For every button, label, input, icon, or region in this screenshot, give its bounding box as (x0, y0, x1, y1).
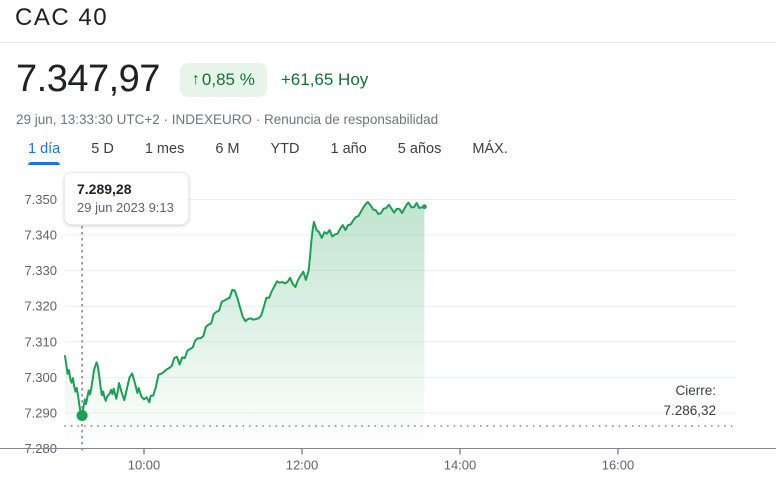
tooltip-datetime: 29 jun 2023 9:13 (77, 200, 174, 215)
tab-6-m[interactable]: 6 M (215, 141, 240, 157)
change-absolute: +61,65 Hoy (280, 69, 369, 89)
change-percent-badge: ↑ 0,85 % (179, 62, 267, 97)
price-row: 7.347,97 ↑ 0,85 % +61,65 Hoy (16, 58, 368, 101)
quote-meta: 29 jun, 13:33:30 UTC+2 · INDEXEURO · Ren… (16, 112, 438, 127)
chart-tooltip: 7.289,28 29 jun 2023 9:13 (64, 172, 189, 225)
svg-text:7.320: 7.320 (24, 299, 57, 314)
svg-text:7.350: 7.350 (24, 192, 57, 207)
svg-text:7.310: 7.310 (24, 334, 57, 349)
current-price: 7.347,97 (16, 58, 160, 100)
tab-1-dia[interactable]: 1 día (28, 141, 60, 171)
svg-text:16:00: 16:00 (602, 458, 635, 473)
tab-1-mes[interactable]: 1 mes (144, 141, 185, 157)
page-title: CAC 40 (15, 4, 109, 31)
svg-text:12:00: 12:00 (286, 458, 319, 473)
tab-1-ano[interactable]: 1 año (330, 141, 367, 157)
tab-max[interactable]: MÁX. (472, 141, 508, 157)
tab-5-anos[interactable]: 5 años (397, 141, 442, 157)
range-tabs: 1 día 5 D 1 mes 6 M YTD 1 año 5 años MÁX… (28, 141, 508, 171)
price-chart: 7.280 7.290 7.300 7.310 7.320 7.330 7.340 7.350… (0, 170, 776, 488)
chart-canvas[interactable]: 7.2807.2907.3007.3107.3207.3307.3407.350… (0, 170, 776, 488)
disclaimer-link[interactable]: Renuncia de responsabilidad (264, 112, 439, 127)
svg-text:14:00: 14:00 (444, 458, 477, 473)
svg-text:7.300: 7.300 (24, 370, 57, 385)
svg-text:7.340: 7.340 (24, 228, 57, 243)
close-caption: Cierre: (675, 383, 716, 398)
tab-5-d[interactable]: 5 D (91, 141, 114, 157)
svg-text:7.330: 7.330 (24, 263, 57, 278)
previous-close-label: Cierre: 7.286,32 (663, 381, 716, 420)
up-arrow-icon: ↑ (191, 70, 200, 88)
svg-text:7.290: 7.290 (24, 405, 57, 420)
header-divider (0, 42, 776, 43)
change-percent-value: 0,85 % (201, 69, 255, 89)
tab-ytd[interactable]: YTD (270, 141, 300, 157)
close-value: 7.286,32 (663, 402, 716, 418)
tooltip-price: 7.289,28 (77, 181, 132, 197)
timestamp-exchange: 29 jun, 13:33:30 UTC+2 · INDEXEURO · (16, 112, 261, 127)
svg-text:10:00: 10:00 (128, 458, 161, 473)
